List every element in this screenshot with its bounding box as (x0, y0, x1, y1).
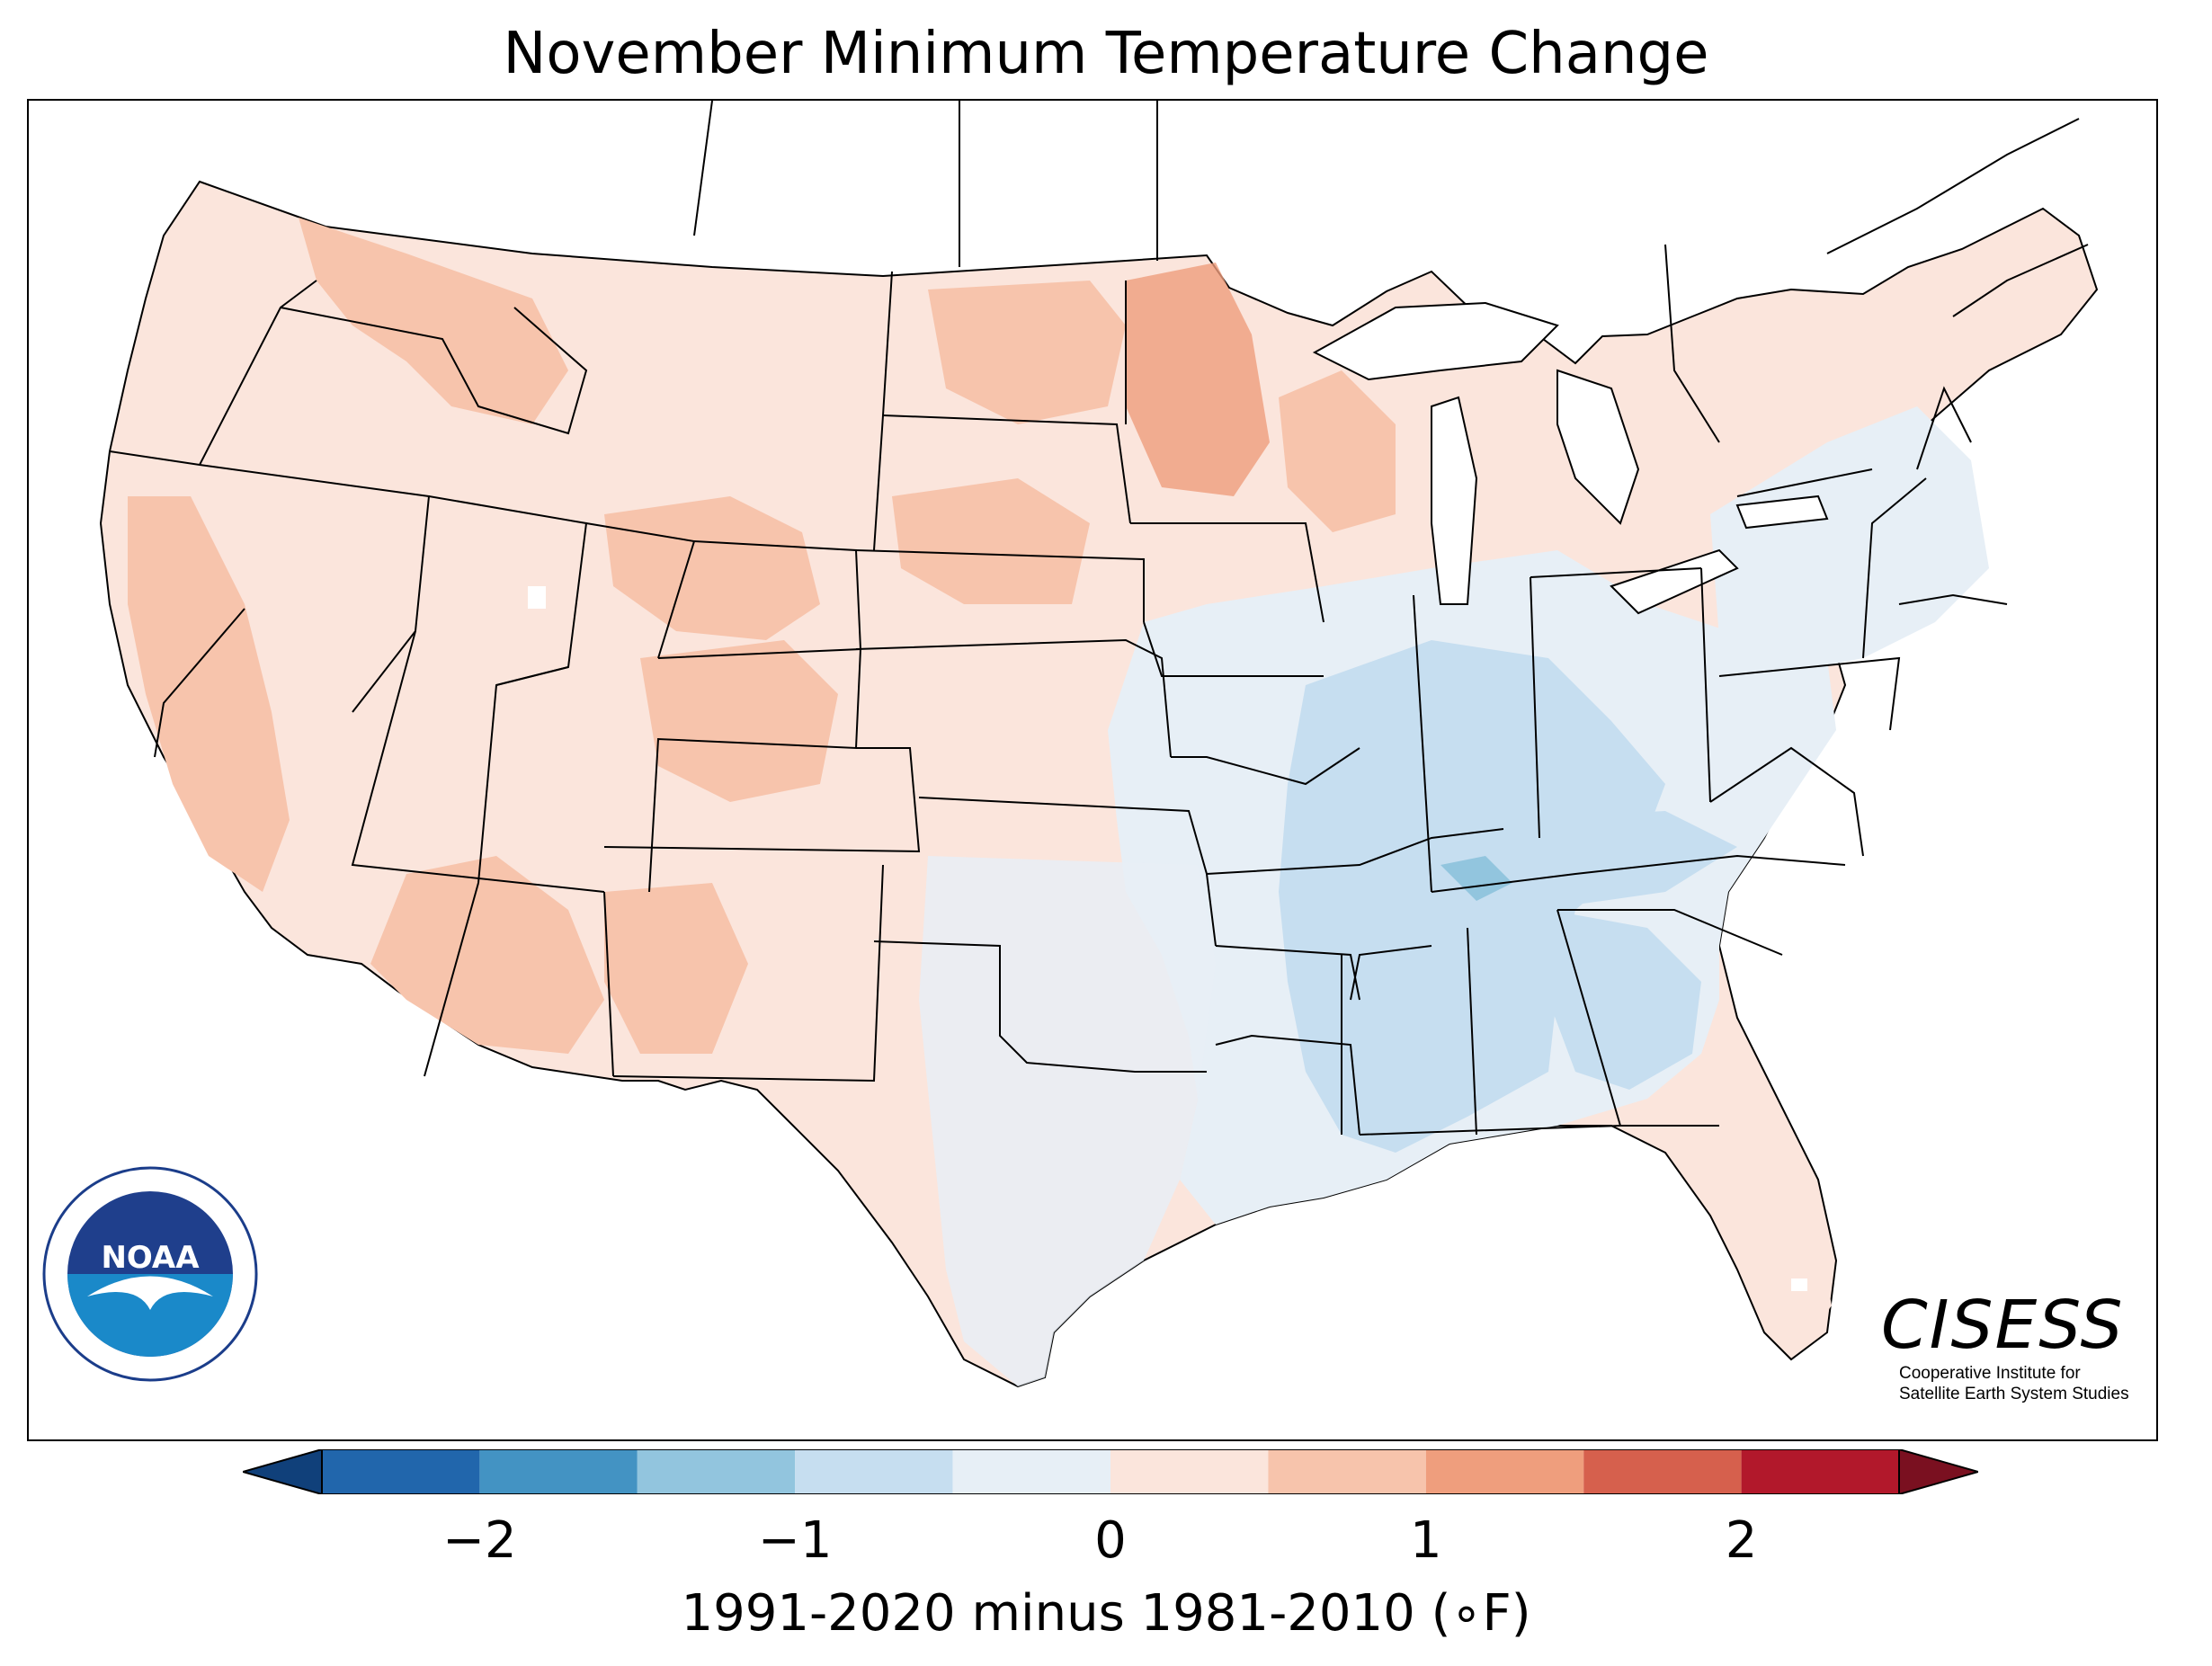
georgia-blue (1548, 910, 1701, 1090)
wisconsin-warm (1279, 370, 1396, 532)
lake-huron (1556, 369, 1640, 525)
colorbar (243, 1449, 1978, 1494)
northeast-cool-region (1710, 406, 1989, 676)
lake-michigan (1431, 396, 1478, 605)
california-warm (128, 496, 290, 892)
cisess-subtitle-2: Satellite Earth System Studies (1899, 1385, 2129, 1403)
texas-cool-region (919, 856, 1216, 1386)
colorbar-bin (322, 1449, 480, 1494)
map-title: November Minimum Temperature Change (503, 21, 1709, 87)
colorbar-bin (479, 1449, 638, 1494)
wyoming-warm (604, 496, 820, 640)
colorbar-tick-label: 2 (1725, 1511, 1758, 1570)
lake-ontario (1735, 494, 1829, 530)
canada-boundaries (693, 101, 2089, 443)
lake-superior (1312, 301, 1559, 381)
us-temperature-map (99, 101, 2099, 1388)
kentucky-darker-blue (1440, 856, 1512, 901)
noaa-logo-text: NOAA (101, 1240, 200, 1276)
north-dakota-warm (928, 281, 1126, 424)
colorbar-bin (1741, 1449, 1899, 1494)
colorbar-bin (952, 1449, 1110, 1494)
colorbar-bin (1268, 1449, 1426, 1494)
colorbar-tick-label: −2 (442, 1511, 517, 1570)
noaa-logo: NOAA (42, 1166, 258, 1382)
colorado-warm (640, 640, 838, 802)
florida-warm (1683, 1126, 1832, 1350)
cisess-logo: CISESS Cooperative Institute for Satelli… (1881, 1287, 2151, 1431)
minnesota-warm (1126, 263, 1270, 496)
colorbar-over-arrow (1899, 1449, 1978, 1494)
colorbar-tick-label: −1 (757, 1511, 833, 1570)
lake-erie (1610, 548, 1739, 615)
colorbar-label: 1991-2020 minus 1981-2010 (∘F) (681, 1584, 1531, 1643)
rockies-warm-1 (299, 218, 568, 424)
colorbar-bin (1583, 1449, 1742, 1494)
cisess-wordmark: CISESS (1881, 1287, 2125, 1364)
colorbar-bin (1110, 1449, 1269, 1494)
nodata-utah (528, 586, 546, 609)
colorbar-bin (795, 1449, 953, 1494)
colorbar-tick-label: 1 (1409, 1511, 1442, 1570)
colorbar-tick-label: 0 (1094, 1511, 1127, 1570)
tennessee-blue (1360, 811, 1737, 919)
map-panel: NOAA CISESS Cooperative Institute for Sa… (27, 99, 2158, 1441)
nodata-florida (1791, 1278, 1807, 1291)
south-dakota-warm (892, 478, 1090, 604)
arizona-warm (370, 856, 604, 1054)
cisess-subtitle-1: Cooperative Institute for (1899, 1364, 2081, 1383)
colorbar-bin (637, 1449, 796, 1494)
colorbar-under-arrow (243, 1449, 322, 1494)
state-boundaries (109, 271, 2008, 1136)
new-mexico-warm (604, 883, 748, 1054)
colorbar-bin (1425, 1449, 1584, 1494)
